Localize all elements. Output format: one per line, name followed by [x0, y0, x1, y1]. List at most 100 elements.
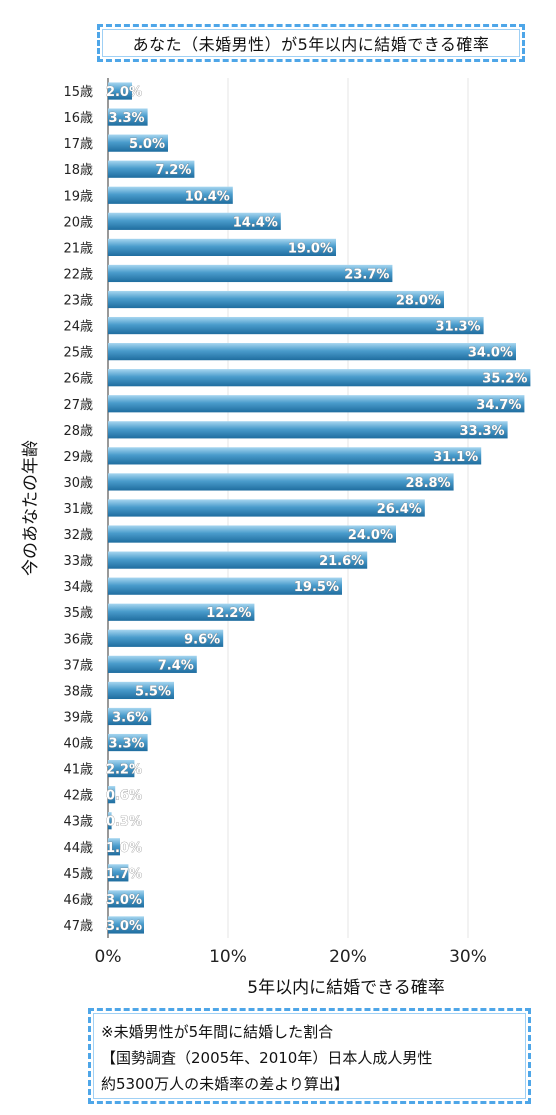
y-tick-label: 30歳: [63, 476, 93, 491]
bar: [108, 890, 144, 908]
y-tick-label: 23歳: [63, 294, 93, 309]
y-tick-label: 26歳: [63, 372, 93, 387]
data-label: 28.0%: [396, 294, 441, 309]
data-label: 3.0%: [106, 893, 142, 908]
bar: [108, 733, 148, 752]
bar: [108, 916, 144, 934]
y-tick-label: 42歳: [63, 789, 93, 804]
x-axis-title: 5年以内に結婚できる確率: [247, 978, 444, 998]
bar: [108, 655, 197, 673]
data-label: 7.2%: [155, 163, 191, 178]
data-label: 3.3%: [109, 111, 145, 126]
bar: [108, 369, 531, 387]
bar: [108, 629, 224, 647]
y-tick-label: 19歳: [63, 189, 93, 204]
note-line-3: 約5300万人の未婚率の差より算出】: [101, 1075, 349, 1093]
data-label: 33.3%: [459, 424, 504, 439]
bar: [108, 186, 233, 204]
y-tick-label: 28歳: [63, 424, 93, 439]
bars: [108, 82, 531, 934]
data-label: 34.7%: [476, 398, 521, 413]
data-label: 3.3%: [109, 737, 145, 752]
note-box: ※未婚男性が5年間に結婚した割合 【国勢調査（2005年、2010年）日本人成人…: [88, 1008, 531, 1104]
data-label: 28.8%: [405, 476, 450, 491]
bar: [108, 238, 336, 256]
bar: [108, 447, 482, 465]
value-labels: 2.0% 3.3% 5.0% 7.2% 10.4%14.4% 19.0% 23.7% 28.0…: [106, 85, 528, 935]
chart-title-box: あなた（未婚男性）が5年以内に結婚できる確率: [97, 24, 525, 62]
bar: [108, 760, 135, 778]
data-label: 1.7%: [106, 867, 142, 882]
data-label: 10.4%: [185, 189, 230, 204]
data-label: 35.2%: [482, 372, 527, 387]
y-tick-label: 39歳: [63, 710, 93, 725]
y-tick-label: 32歳: [63, 528, 93, 543]
chart-title: あなた（未婚男性）が5年以内に結婚できる確率: [132, 35, 490, 54]
note-line-2: 【国勢調査（2005年、2010年）日本人成人男性: [101, 1049, 433, 1067]
y-tick-label: 37歳: [63, 658, 93, 673]
data-label: 21.6%: [319, 554, 364, 569]
y-tick-label: 24歳: [63, 320, 93, 335]
data-label: 1.0%: [106, 841, 142, 856]
bar: [108, 421, 508, 439]
data-label: 5.0%: [129, 137, 165, 152]
bar: [108, 681, 174, 700]
y-tick-label: 33歳: [63, 554, 93, 569]
data-label: 24.0%: [348, 528, 393, 543]
bar: [108, 838, 120, 856]
y-tick-label: 25歳: [63, 346, 93, 361]
y-tick-label: 40歳: [63, 737, 93, 752]
y-tick-label: 34歳: [63, 580, 93, 595]
y-tick-labels: 15歳 16歳 17歳 18歳 19歳 20歳 21歳 22歳 23歳 24歳 25歳 26歳 27歳 2…: [63, 85, 93, 934]
bar: [108, 812, 112, 830]
bar: [108, 212, 281, 230]
x-tick-labels: 0% 10% 20% 30%: [95, 947, 487, 967]
data-label: 9.6%: [184, 632, 220, 647]
bar: [108, 264, 393, 283]
x-tick-label: 10%: [209, 947, 247, 967]
data-label: 3.0%: [106, 919, 142, 934]
y-tick-label: 38歳: [63, 684, 93, 699]
data-label: 26.4%: [377, 502, 422, 517]
y-tick-label: 36歳: [63, 632, 93, 647]
y-tick-label: 29歳: [63, 450, 93, 465]
bar: [108, 577, 342, 595]
data-label: 2.2%: [106, 763, 142, 778]
data-label: 31.3%: [435, 320, 480, 335]
y-tick-label: 16歳: [63, 111, 93, 126]
y-tick-label: 41歳: [63, 763, 93, 778]
bar: [108, 160, 195, 178]
data-label: 19.0%: [288, 241, 333, 256]
y-tick-label: 46歳: [63, 893, 93, 908]
y-tick-label: 27歳: [63, 398, 93, 413]
bar: [108, 316, 484, 335]
y-tick-label: 21歳: [63, 241, 93, 256]
y-tick-label: 22歳: [63, 267, 93, 282]
bar: [108, 499, 425, 517]
data-label: 14.4%: [233, 215, 278, 230]
data-label: 34.0%: [468, 346, 513, 361]
x-tick-label: 20%: [329, 947, 367, 967]
y-tick-label: 45歳: [63, 867, 93, 882]
bar: [108, 343, 516, 361]
y-tick-label: 44歳: [63, 841, 93, 856]
bar: [108, 707, 152, 726]
bar: [108, 290, 444, 309]
data-label: 0.3%: [106, 815, 142, 830]
bar: [108, 864, 129, 882]
bar: [108, 395, 525, 413]
x-tick-label: 30%: [449, 947, 487, 967]
y-tick-label: 18歳: [63, 163, 93, 178]
y-tick-label: 15歳: [63, 85, 93, 100]
y-tick-label: 17歳: [63, 137, 93, 152]
bar: [108, 551, 368, 569]
data-label: 2.0%: [106, 85, 142, 100]
bar: [108, 82, 132, 100]
bar: [108, 108, 148, 126]
data-label: 5.5%: [135, 684, 171, 699]
bar: [108, 786, 116, 804]
y-axis-title: 今のあなたの年齢: [21, 440, 41, 576]
y-tick-label: 35歳: [63, 606, 93, 621]
x-tick-label: 0%: [95, 947, 122, 967]
